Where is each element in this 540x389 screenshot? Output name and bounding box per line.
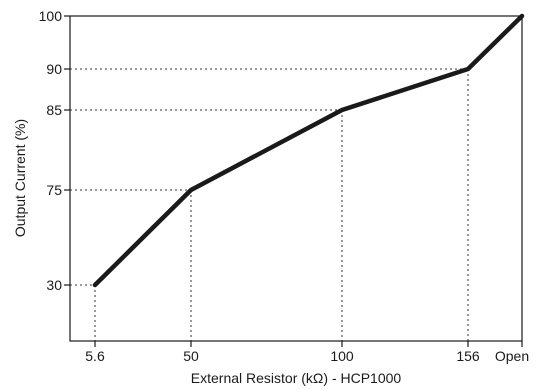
- y-tick-label: 30: [46, 277, 62, 293]
- y-tick-label: 85: [46, 102, 62, 118]
- x-tick-label: 5.6: [85, 348, 105, 364]
- x-axis-title: External Resistor (kΩ) - HCP1000: [191, 370, 402, 386]
- y-axis-title: Output Current (%): [12, 119, 28, 237]
- x-tick-label: 100: [330, 348, 354, 364]
- series-line: [92, 13, 525, 288]
- y-tick-label: 100: [39, 8, 63, 24]
- y-tick-label: 90: [46, 61, 62, 77]
- guide-lines: [70, 68, 469, 341]
- x-tick-label: Open: [495, 348, 529, 364]
- series-group: [92, 13, 525, 288]
- x-tick-label: 156: [456, 348, 480, 364]
- plot-frame: [69, 15, 523, 342]
- x-axis-ticks: 5.6 50 100 156 Open: [85, 341, 529, 364]
- y-axis-ticks: 30 75 85 90 100: [39, 8, 70, 293]
- y-tick-label: 75: [46, 182, 62, 198]
- x-tick-label: 50: [183, 348, 199, 364]
